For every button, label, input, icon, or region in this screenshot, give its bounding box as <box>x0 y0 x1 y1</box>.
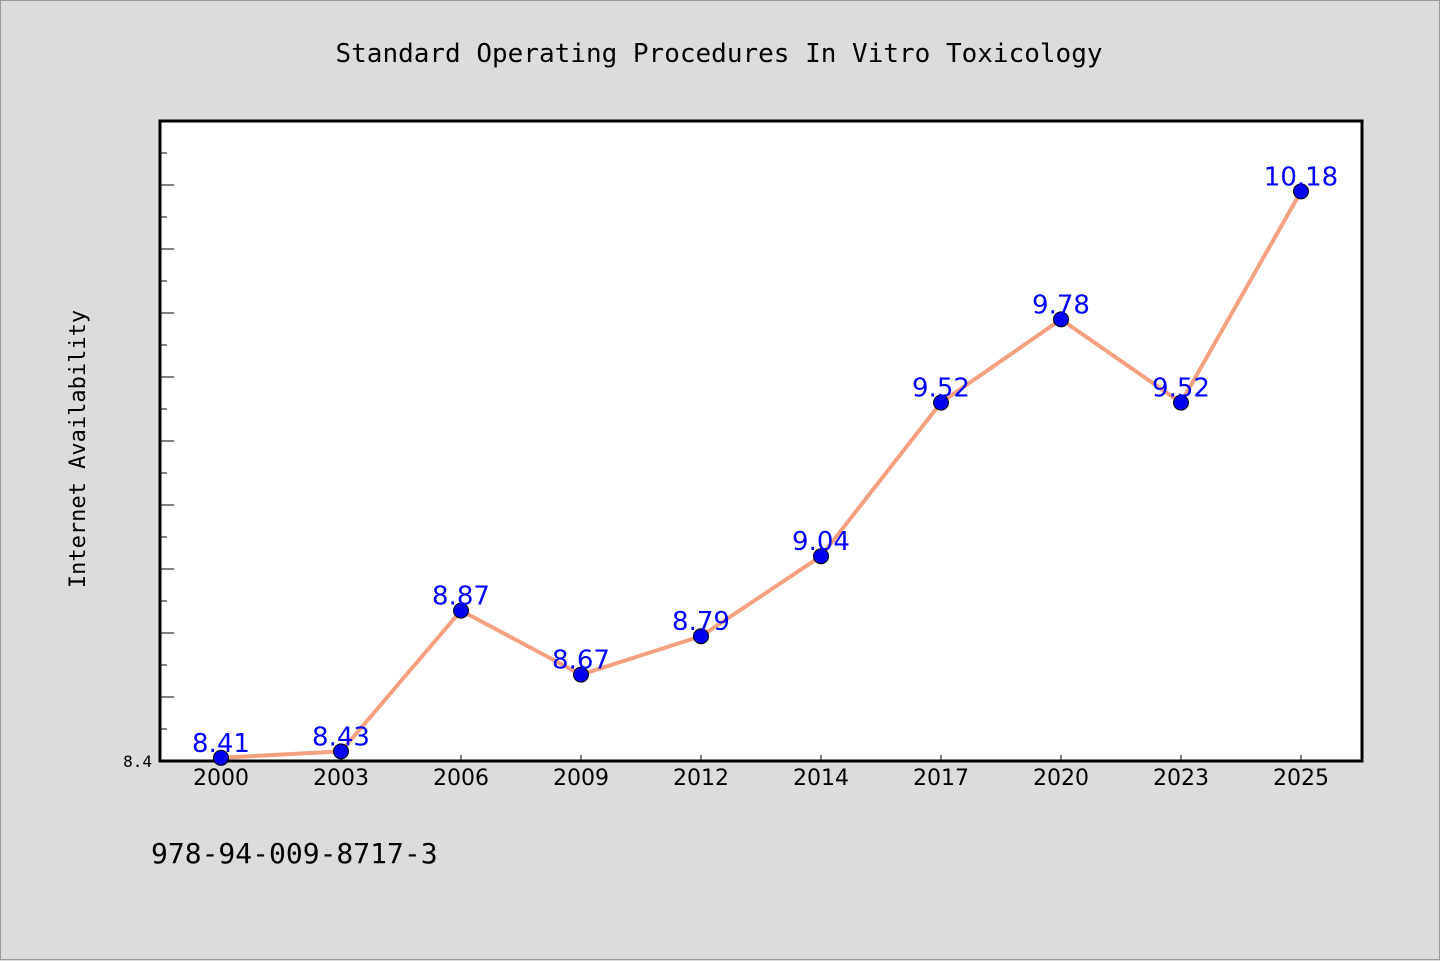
x-tick-label: 2023 <box>1153 766 1209 791</box>
data-label: 8.41 <box>192 729 250 759</box>
x-tick-label: 2014 <box>793 766 849 791</box>
data-point-marker <box>333 743 349 760</box>
data-label: 8.87 <box>432 582 490 612</box>
x-tick-label: 2025 <box>1273 766 1329 791</box>
data-label: 9.78 <box>1032 290 1090 320</box>
data-point-marker <box>573 666 589 683</box>
data-label: 8.43 <box>312 722 370 752</box>
y-tick-label: 8.4 <box>123 752 152 771</box>
data-label: 8.67 <box>552 646 610 676</box>
x-tick-label: 2003 <box>313 766 369 791</box>
data-label: 9.04 <box>792 527 850 557</box>
data-point-marker <box>693 628 709 645</box>
x-axis-ticks: 2000 2003 2006 2009 2012 2014 2017 2020 2023 2025 <box>193 755 1329 791</box>
series-line <box>220 190 1303 760</box>
data-point-marker <box>1053 311 1069 328</box>
series-line-group <box>220 190 1303 760</box>
data-label-group: 8.41 8.43 8.87 8.67 8.79 9.04 9.52 9.78 9.52 10.1… <box>192 162 1338 758</box>
y-axis-label: Internet Availability <box>66 310 91 588</box>
x-tick-label: 2012 <box>673 766 729 791</box>
x-tick-label: 2009 <box>553 766 609 791</box>
data-point-marker <box>933 394 949 411</box>
x-tick-label: 2017 <box>913 766 969 791</box>
data-point-marker <box>453 602 469 619</box>
data-label: 8.79 <box>672 607 730 637</box>
x-tick-label: 2006 <box>433 766 489 791</box>
data-point-marker <box>1293 183 1309 200</box>
plot-area <box>158 119 1364 763</box>
data-point-marker <box>813 548 829 565</box>
marker-group <box>213 183 1309 766</box>
data-label: 10.18 <box>1264 162 1338 192</box>
footnote-isbn: 978-94-009-8717-3 <box>151 837 438 870</box>
data-label: 9.52 <box>912 374 970 404</box>
data-point-marker <box>1173 394 1189 411</box>
x-tick-label: 2020 <box>1033 766 1089 791</box>
data-label: 9.52 <box>1152 374 1210 404</box>
chart-title: Standard Operating Procedures In Vitro T… <box>335 39 1102 69</box>
y-axis-ticks: 8.4 <box>123 152 174 771</box>
x-tick-label: 2000 <box>193 766 249 791</box>
data-point-marker <box>213 749 229 766</box>
